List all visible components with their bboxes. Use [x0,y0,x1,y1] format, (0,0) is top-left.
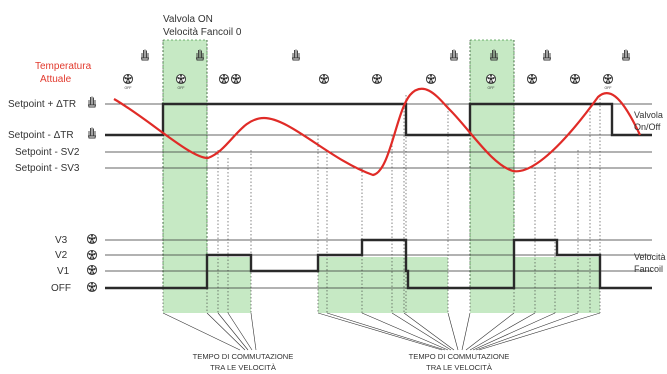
fan-speed-label: Fancoil [634,264,663,274]
hand-heat-icon [292,49,300,61]
fan-speed-icon [175,73,187,85]
footer-right-label: TRA LE VELOCITÀ [426,363,493,372]
speed-v3-label: V3 [55,235,68,246]
annotation-valve-on: Valvola ON [163,14,213,25]
fan-off-icon [86,281,98,293]
speed-switch-zone [318,257,448,313]
fan-v2-icon [86,249,98,261]
hand-heat-icon [622,49,630,61]
fan-speed-icon [371,73,383,85]
annotation-fan-speed-zero: Velocità Fancoil 0 [163,27,242,38]
footer-right-label: TEMPO DI COMMUTAZIONE [409,352,510,361]
fan-speed-label: Velocità [634,252,666,262]
fan-speed-icon [425,73,437,85]
fan-speed-icon [485,73,497,85]
fan-speed-icon [218,73,230,85]
fan-speed-icon [318,73,330,85]
speed-v1-label: V1 [57,266,70,277]
temperature-curve [113,87,641,177]
heat-request-icons [141,49,630,61]
hand-heat-icon [88,127,96,139]
hand-heat-icon [141,49,149,61]
temperature-label: Temperatura [35,61,92,72]
speed-switch-zone [470,288,514,313]
footer-left-label: TEMPO DI COMMUTAZIONE [193,352,294,361]
speed-off-label: OFF [51,283,71,294]
fan-off-labels: OFF OFF OFF OFF [125,86,612,90]
hand-heat-icon [88,96,96,108]
speed-switch-zone [163,288,207,313]
setpoint-minus-label: Setpoint - ΔTR [8,130,74,141]
fan-speed-icon [526,73,538,85]
fan-v1-icon [86,264,98,276]
setpoint-sv3-label: Setpoint - SV3 [15,163,80,174]
fan-off-label: OFF [488,86,495,90]
temperature-label: Attuale [40,74,72,85]
fan-speed-icon [122,73,134,85]
fan-off-label: OFF [178,86,185,90]
setpoint-plus-label: Setpoint + ΔTR [8,99,76,110]
setpoint-sv2-label: Setpoint - SV2 [15,147,80,158]
hand-heat-icon [543,49,551,61]
fan-speed-signal-line [105,238,652,290]
speed-switch-zone [514,257,600,313]
valve-label: On/Off [634,122,661,132]
footer-left-label: TRA LE VELOCITÀ [210,363,277,372]
hand-heat-icon [450,49,458,61]
valve-label: Valvola [634,110,663,120]
fan-off-label: OFF [605,86,612,90]
valve-signal-line [105,102,652,137]
fan-off-label: OFF [125,86,132,90]
speed-v2-label: V2 [55,250,68,261]
fan-speed-icon [230,73,242,85]
speed-switch-zone [207,257,251,313]
fan-speed-icon [602,73,614,85]
fan-speed-icon [569,73,581,85]
fan-v3-icon [86,233,98,245]
footer-leader-lines [162,312,601,351]
